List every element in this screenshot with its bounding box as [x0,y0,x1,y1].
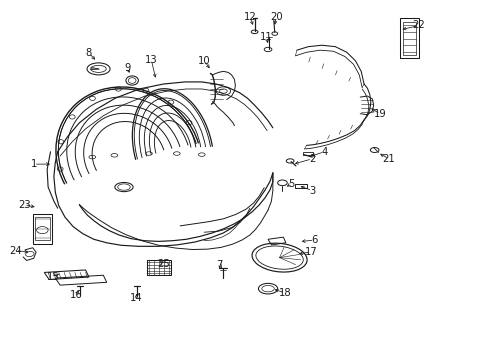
Text: 23: 23 [18,200,30,210]
Text: 19: 19 [374,109,387,119]
Text: 14: 14 [130,293,143,303]
Text: 6: 6 [312,235,318,245]
Text: 20: 20 [270,12,283,22]
Text: 5: 5 [289,179,295,189]
Text: 12: 12 [244,12,256,22]
Text: 2: 2 [309,154,316,164]
Text: 16: 16 [70,290,82,300]
Text: 21: 21 [383,154,395,164]
Text: 3: 3 [309,186,316,195]
Text: 22: 22 [413,21,425,31]
Text: 11: 11 [260,32,273,42]
Text: 4: 4 [321,147,327,157]
Text: 24: 24 [9,246,22,256]
Text: 18: 18 [279,288,292,298]
Text: 10: 10 [198,56,211,66]
Text: 17: 17 [305,247,318,257]
Text: 8: 8 [86,48,92,58]
Text: 25: 25 [157,259,170,269]
Text: 7: 7 [217,260,223,270]
Text: 9: 9 [124,63,130,73]
Text: 15: 15 [47,272,59,282]
Text: 1: 1 [30,159,37,169]
Text: 13: 13 [145,55,158,65]
